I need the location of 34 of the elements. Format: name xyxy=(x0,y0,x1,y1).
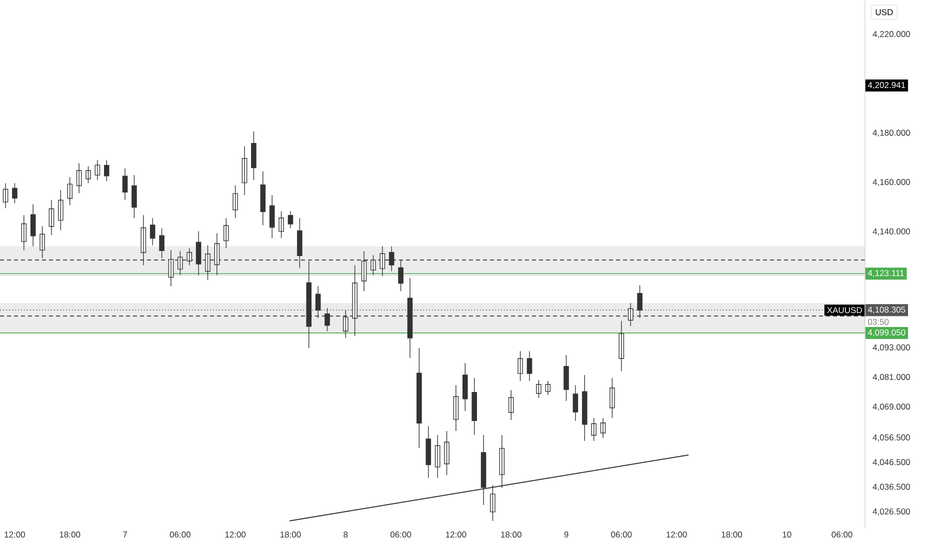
x-tick-label: 8 xyxy=(344,532,348,538)
x-tick-label: 18:00 xyxy=(501,532,522,538)
text: 4,202.941 xyxy=(868,82,906,90)
x-tick-label: 10 xyxy=(782,532,792,538)
ref-line-label: 4,099.050 xyxy=(868,329,906,336)
x-tick-label: 18:00 xyxy=(722,532,742,538)
x-tick-label: 12:00 xyxy=(225,532,246,538)
x-tick-label: 12:00 xyxy=(4,532,26,538)
annotation: XAUUSD xyxy=(827,307,862,314)
ref-line-label: 4,123.111 xyxy=(868,270,904,278)
x-tick-label: 18:00 xyxy=(280,532,301,538)
y-tick-label: 4,093.000 xyxy=(872,344,910,352)
y-tick-label: 4,160.000 xyxy=(872,179,910,186)
y-tick-label: 4,069.000 xyxy=(872,404,910,411)
x-tick-label: 7 xyxy=(123,532,127,538)
x-tick-label: 12:00 xyxy=(666,532,687,538)
y-tick-label: 4,220.000 xyxy=(872,31,910,38)
y-tick-label: 4,081.000 xyxy=(872,374,910,382)
ref-line-label: 4,108.305 xyxy=(868,306,906,314)
y-tick-label: 4,036.500 xyxy=(872,484,910,491)
y-tick-label: 4,140.000 xyxy=(872,228,910,236)
y-tick-label: 4,046.500 xyxy=(872,459,910,466)
y-tick-label: 4,026.500 xyxy=(872,508,910,516)
x-tick-label: 06:00 xyxy=(611,532,632,538)
y-tick-label: 4,056.500 xyxy=(872,434,910,442)
x-tick-label: 06:00 xyxy=(390,532,412,538)
x-tick-label: 06:00 xyxy=(170,532,190,538)
y-tick-label: 4,180.000 xyxy=(872,130,910,137)
x-tick-label: 06:00 xyxy=(832,532,852,538)
x-tick-label: 12:00 xyxy=(446,532,466,538)
x-tick-label: 18:00 xyxy=(60,532,80,538)
x-tick-label: 9 xyxy=(564,532,568,538)
text: 03:50 xyxy=(868,318,889,325)
text: USD xyxy=(876,9,893,16)
